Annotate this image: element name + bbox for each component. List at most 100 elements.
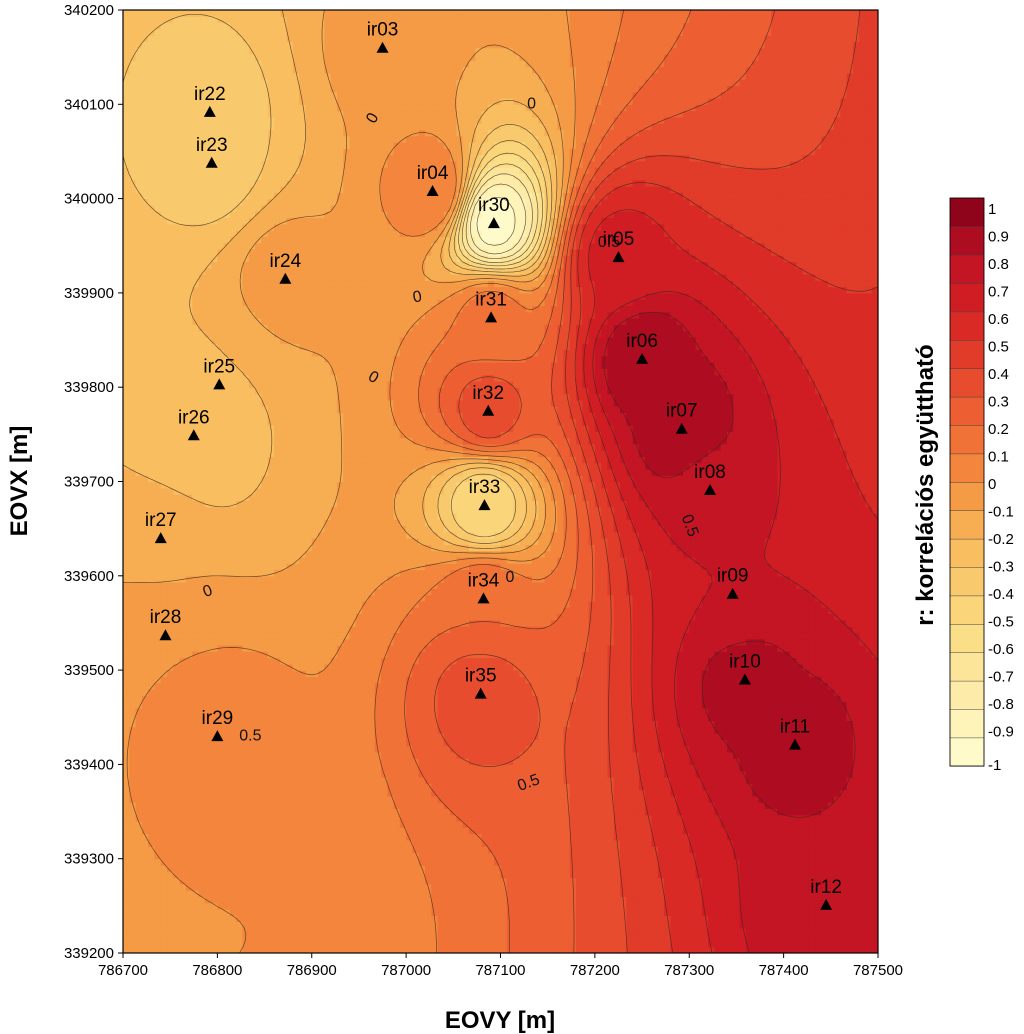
band-cell <box>740 790 747 797</box>
band-cell <box>733 777 740 784</box>
band-cell <box>677 878 684 885</box>
band-cell <box>545 695 552 702</box>
band-cell <box>123 752 130 759</box>
band-cell <box>582 884 589 891</box>
band-cell <box>205 827 212 834</box>
band-cell <box>865 834 872 841</box>
band-cell <box>375 771 382 778</box>
band-cell <box>287 884 294 891</box>
band-cell <box>582 878 589 885</box>
band-cell <box>639 922 646 929</box>
band-cell <box>557 840 564 847</box>
band-cell <box>733 909 740 916</box>
band-cell <box>192 878 199 885</box>
band-cell <box>312 727 319 734</box>
band-cell <box>519 915 526 922</box>
band-cell <box>274 746 281 753</box>
band-cell <box>224 834 231 841</box>
band-cell <box>777 890 784 897</box>
band-cell <box>217 890 224 897</box>
band-cell <box>381 689 388 696</box>
band-cell <box>507 790 514 797</box>
band-cell <box>343 783 350 790</box>
band-cell <box>318 815 325 822</box>
band-cell <box>752 827 759 834</box>
band-cell <box>230 896 237 903</box>
band-cell <box>752 903 759 910</box>
band-cell <box>205 928 212 935</box>
band-cell <box>620 821 627 828</box>
band-cell <box>727 790 734 797</box>
band-cell <box>821 859 828 866</box>
band-cell <box>840 840 847 847</box>
band-cell <box>173 733 180 740</box>
band-cell <box>714 871 721 878</box>
band-cell <box>526 827 533 834</box>
band-cell <box>834 852 841 859</box>
band-cell <box>696 815 703 822</box>
band-cell <box>790 896 797 903</box>
band-cell <box>148 890 155 897</box>
band-cell <box>513 865 520 872</box>
band-cell <box>123 702 130 709</box>
band-cell <box>746 878 753 885</box>
band-cell <box>607 890 614 897</box>
band-cell <box>331 764 338 771</box>
band-cell <box>419 884 426 891</box>
band-cell <box>243 834 250 841</box>
band-cell <box>406 771 413 778</box>
band-cell <box>859 802 866 809</box>
band-cell <box>318 846 325 853</box>
band-cell <box>821 746 828 753</box>
band-cell <box>501 909 508 916</box>
band-cell <box>645 884 652 891</box>
band-cell <box>733 771 740 778</box>
band-cell <box>664 733 671 740</box>
band-cell <box>205 909 212 916</box>
band-cell <box>412 746 419 753</box>
band-cell <box>538 865 545 872</box>
band-cell <box>708 865 715 872</box>
band-cell <box>513 802 520 809</box>
band-cell <box>519 695 526 702</box>
band-cell <box>494 896 501 903</box>
band-cell <box>482 771 489 778</box>
band-cell <box>287 928 294 935</box>
band-cell <box>563 777 570 784</box>
band-cell <box>607 752 614 759</box>
band-cell <box>727 915 734 922</box>
band-cell <box>350 834 357 841</box>
band-cell <box>337 940 344 947</box>
band-cell <box>450 777 457 784</box>
band-cell <box>721 878 728 885</box>
band-cell <box>859 852 866 859</box>
band-cell <box>652 758 659 765</box>
band-cell <box>595 884 602 891</box>
band-cell <box>243 915 250 922</box>
band-cell <box>721 720 728 727</box>
band-cell <box>243 903 250 910</box>
band-cell <box>475 896 482 903</box>
band-cell <box>381 714 388 721</box>
band-cell <box>696 796 703 803</box>
band-cell <box>670 739 677 746</box>
band-cell <box>224 846 231 853</box>
band-cell <box>652 790 659 797</box>
band-cell <box>784 752 791 759</box>
band-cell <box>733 940 740 947</box>
band-cell <box>834 714 841 721</box>
band-cell <box>394 846 401 853</box>
band-cell <box>154 934 161 941</box>
band-cell <box>796 934 803 941</box>
band-cell <box>261 852 268 859</box>
band-cell <box>123 878 130 885</box>
band-cell <box>607 783 614 790</box>
band-cell <box>129 840 136 847</box>
band-cell <box>199 815 206 822</box>
band-cell <box>633 808 640 815</box>
band-cell <box>777 852 784 859</box>
band-cell <box>230 865 237 872</box>
band-cell <box>664 884 671 891</box>
band-cell <box>318 852 325 859</box>
band-cell <box>570 752 577 759</box>
